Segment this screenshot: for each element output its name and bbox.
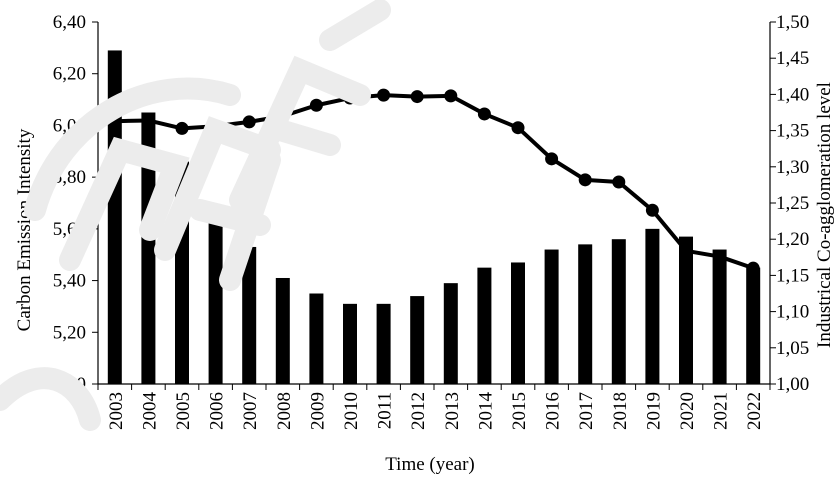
axes xyxy=(92,21,776,390)
x-tick-label: 2021 xyxy=(711,392,732,430)
y2-tick-label: 1,00 xyxy=(776,374,809,395)
x-tick-label: 2019 xyxy=(643,392,664,430)
bar-2004 xyxy=(141,112,156,384)
y2-tick-label: 1,35 xyxy=(776,121,809,142)
bar-2014 xyxy=(477,267,492,384)
x-tick-label: 2010 xyxy=(341,392,362,430)
y2-tick-label: 1,45 xyxy=(776,48,809,69)
bar-2013 xyxy=(443,283,458,384)
x-tick-label: 2016 xyxy=(543,392,564,430)
y2-tick-label: 1,40 xyxy=(776,84,809,105)
line-point-2013 xyxy=(444,89,458,103)
y-axis-title: Carbon Emission Intensity xyxy=(14,128,35,331)
bar-2017 xyxy=(578,244,593,384)
x-tick-label: 2011 xyxy=(375,392,396,429)
line-point-2016 xyxy=(545,152,559,166)
y2-tick-label: 1,15 xyxy=(776,265,809,286)
y-tick-labels: 5,00 5,20 5,40 5,60 5,80 6,00 6,20 6,40 xyxy=(53,12,86,395)
line-point-2014 xyxy=(477,107,491,121)
line-point-2022 xyxy=(746,261,760,275)
bar-2022 xyxy=(746,267,761,384)
x-tick-label: 2015 xyxy=(509,392,530,430)
line-point-2008 xyxy=(276,109,290,123)
line-series xyxy=(108,88,760,275)
x-tick-label: 2005 xyxy=(173,392,194,430)
bar-2005 xyxy=(175,161,189,384)
y2-tick-label: 1,30 xyxy=(776,157,809,178)
line-point-2006 xyxy=(209,119,223,133)
y-tick-label: 5,80 xyxy=(53,167,86,188)
y-tick-label: 5,00 xyxy=(53,374,86,395)
y-tick-label: 5,60 xyxy=(53,219,86,240)
y2-tick-label: 1,10 xyxy=(776,302,809,323)
y-tick-label: 6,40 xyxy=(53,12,86,33)
y2-tick-label: 1,20 xyxy=(776,229,809,250)
line-point-2004 xyxy=(141,113,155,127)
line-point-2007 xyxy=(242,115,256,129)
line-point-2018 xyxy=(612,175,626,189)
y2-tick-label: 1,05 xyxy=(776,338,809,359)
bar-2021 xyxy=(712,249,727,384)
bar-2003 xyxy=(107,50,122,384)
x-axis-title: Time (year) xyxy=(385,454,475,475)
bar-2018 xyxy=(611,239,626,384)
x-tick-label: 2013 xyxy=(442,392,463,430)
y-tick-label: 5,20 xyxy=(53,322,86,343)
line-point-2005 xyxy=(175,121,189,135)
line-point-2009 xyxy=(309,98,323,112)
bar-2012 xyxy=(410,296,425,384)
x-tick-label: 2014 xyxy=(475,392,496,431)
x-tick-label: 2017 xyxy=(576,392,597,430)
y2-tick-labels: 1,00 1,05 1,10 1,15 1,20 1,25 1,30 1,35 1,40 1,45… xyxy=(776,12,809,395)
x-tick-label: 2006 xyxy=(207,392,228,430)
y-tick-label: 5,40 xyxy=(53,271,86,292)
bar-2008 xyxy=(275,277,290,384)
line-point-2017 xyxy=(578,173,592,187)
bar-2016 xyxy=(544,249,559,384)
bar-2006 xyxy=(208,208,223,384)
bar-2020 xyxy=(679,236,693,384)
x-tick-label: 2018 xyxy=(610,392,631,430)
line-point-2012 xyxy=(410,90,424,104)
bar-2019 xyxy=(645,228,660,384)
bar-2015 xyxy=(511,262,525,384)
line-point-2010 xyxy=(343,91,357,105)
bar-2010 xyxy=(343,303,357,384)
line-point-2003 xyxy=(108,114,122,128)
x-tick-labels: 2003 2004 2005 2006 2007 2008 2009 2010 2011 2012… xyxy=(106,392,765,431)
bar-2009 xyxy=(309,293,324,384)
y2-axis-title: Industrical Co-agglomeration level xyxy=(814,82,835,348)
line-point-2015 xyxy=(511,121,525,135)
x-tick-label: 2020 xyxy=(677,392,698,430)
y-tick-label: 6,00 xyxy=(53,115,86,136)
line-point-2019 xyxy=(645,203,659,217)
x-tick-label: 2007 xyxy=(240,392,261,430)
bar-series xyxy=(107,50,761,384)
line-point-2021 xyxy=(713,250,727,264)
bar-2011 xyxy=(376,303,391,384)
x-tick-label: 2004 xyxy=(139,392,160,431)
x-tick-label: 2012 xyxy=(408,392,429,430)
line-point-2020 xyxy=(679,244,693,258)
y2-tick-label: 1,25 xyxy=(776,193,809,214)
x-tick-label: 2008 xyxy=(274,392,295,430)
line-point-2011 xyxy=(377,88,391,102)
x-tick-label: 2003 xyxy=(106,392,127,430)
bar-2007 xyxy=(242,246,257,384)
x-tick-label: 2022 xyxy=(744,392,765,430)
y-tick-label: 6,20 xyxy=(53,64,86,85)
y2-tick-label: 1,50 xyxy=(776,12,809,33)
x-tick-label: 2009 xyxy=(307,392,328,430)
